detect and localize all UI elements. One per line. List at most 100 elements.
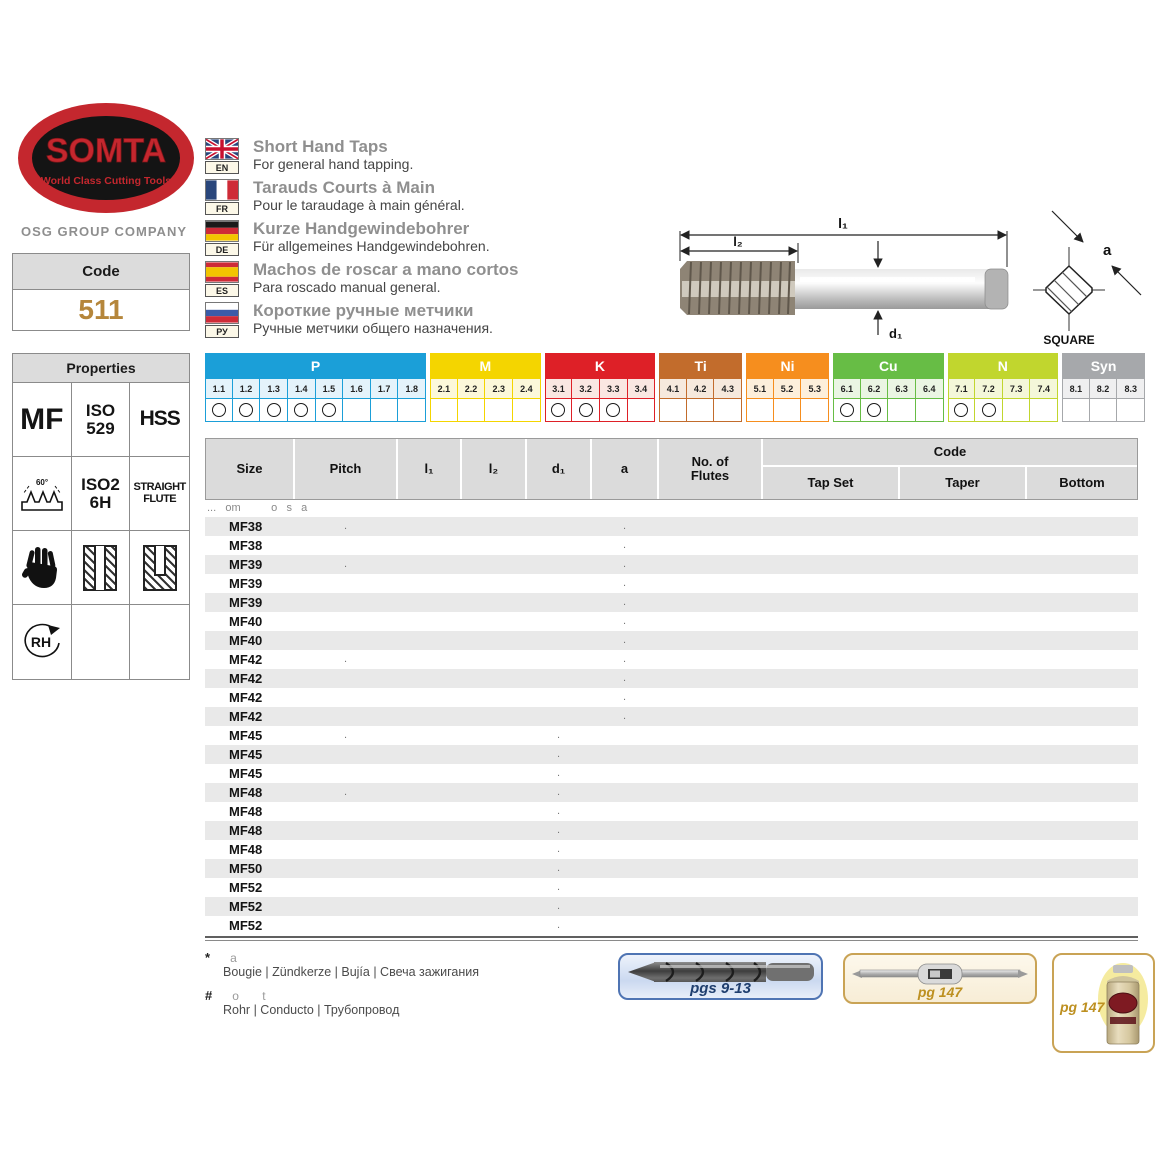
material-group-title: Ni — [746, 353, 829, 379]
table-cell-l1 — [397, 688, 461, 707]
table-cell-d1: . — [556, 919, 561, 931]
material-suitability-cell — [598, 399, 628, 422]
product-title: Machos de roscar a mano cortos — [253, 260, 519, 279]
table-cell-flutes — [658, 517, 762, 536]
table-cell-d1 — [526, 688, 591, 707]
table-cell-tap_set — [762, 859, 899, 878]
material-suitability-cell — [231, 399, 261, 422]
table-row: MF48. — [205, 840, 1138, 859]
table-cell-l2 — [461, 840, 526, 859]
material-suitability-cell — [259, 399, 288, 422]
table-cell-d1 — [526, 631, 591, 650]
table-cell-tap_set — [762, 707, 899, 726]
tap-wrench-icon — [852, 963, 1028, 985]
material-group-m: M 2.1 2.2 2.3 2.4 — [430, 353, 541, 422]
product-title: Kurze Handgewindebohrer — [253, 219, 470, 238]
table-cell-tap_set — [762, 536, 899, 555]
table-cell-l2 — [461, 859, 526, 878]
table-cell-pitch — [294, 688, 397, 707]
table-cell-taper — [899, 574, 1026, 593]
material-suitability-cell — [1029, 399, 1059, 422]
ref-tap-wrench-box[interactable]: pg 147 — [843, 953, 1037, 1004]
table-cell-l2 — [461, 745, 526, 764]
col-header-bottom: Bottom — [1027, 467, 1137, 499]
material-suitability-cell — [800, 399, 830, 422]
table-row: MF52. — [205, 916, 1138, 935]
table-cell-size: MF40 — [229, 614, 263, 629]
language-entry: ES Machos de roscar a mano cortos Para r… — [205, 261, 645, 302]
thread-type-mf-label: MF — [20, 402, 64, 436]
table-cell-l2 — [461, 764, 526, 783]
ref-drills-box[interactable]: pgs 9-13 — [618, 953, 823, 1000]
table-cell-pitch — [294, 669, 397, 688]
footnote-symbol: * — [205, 950, 211, 965]
table-cell-taper — [899, 859, 1026, 878]
table-cell-l1 — [397, 840, 461, 859]
material-class-number: 1.5 — [314, 379, 344, 399]
table-cell-a — [591, 859, 658, 878]
table-cell-l1 — [397, 821, 461, 840]
table-cell-bottom — [1026, 764, 1138, 783]
table-cell-l2 — [461, 574, 526, 593]
table-row: MF39.. — [205, 555, 1138, 574]
table-row: MF48. — [205, 802, 1138, 821]
material-class-number: 3.2 — [571, 379, 600, 399]
material-class-number: 7.3 — [1001, 379, 1031, 399]
table-cell-a: . — [622, 710, 627, 722]
table-cell-bottom — [1026, 688, 1138, 707]
material-suitability-cell — [571, 399, 600, 422]
table-cell-taper — [899, 688, 1026, 707]
table-cell-size: MF50 — [229, 861, 263, 876]
table-cell-size: MF39 — [229, 557, 263, 572]
size-table: Size Pitch l₁ l₂ d₁ a No. of Flutes Code… — [205, 438, 1138, 941]
table-cell-bottom — [1026, 631, 1138, 650]
table-cell-taper — [899, 555, 1026, 574]
empty-cell — [72, 605, 131, 679]
material-hss-label: HSS — [139, 407, 181, 431]
material-class-number: 1.8 — [397, 379, 427, 399]
footnote-entry: # o t Rohr | Conducto | Трубопровод — [205, 988, 625, 1018]
ref-cutting-fluid-page: pg 147 — [1060, 999, 1105, 1015]
table-cell-tap_set — [762, 745, 899, 764]
material-suitability-cell — [1088, 399, 1118, 422]
somta-logo-icon: SOMTA World Class Cutting Tools — [18, 103, 194, 213]
table-cell-taper — [899, 745, 1026, 764]
table-cell-l2 — [461, 707, 526, 726]
suitability-circle-icon — [954, 403, 969, 417]
table-cell-size: MF42 — [229, 709, 263, 724]
company-line: OSG GROUP COMPANY — [20, 224, 188, 239]
germany-flag-icon — [205, 220, 239, 242]
material-group-ni: Ni 5.1 5.2 5.3 — [746, 353, 830, 422]
material-class-number: 1.4 — [286, 379, 316, 399]
col-header-code: Code — [763, 439, 1137, 465]
table-cell-size: MF52 — [229, 918, 263, 933]
table-cell-a: . — [622, 653, 627, 665]
table-end-rule — [205, 936, 1138, 941]
table-cell-bottom — [1026, 574, 1138, 593]
table-cell-bottom — [1026, 916, 1138, 935]
table-cell-l2 — [461, 650, 526, 669]
ref-cutting-fluid-box[interactable]: pg 147 — [1052, 953, 1155, 1053]
table-row: MF42. — [205, 688, 1138, 707]
material-suitability-cell — [772, 399, 802, 422]
tap-shank — [795, 269, 991, 309]
table-cell-l1 — [397, 802, 461, 821]
table-cell-l1 — [397, 764, 461, 783]
material-class-number: 1.7 — [369, 379, 399, 399]
suitability-circle-icon — [294, 403, 309, 417]
table-cell-flutes — [658, 840, 762, 859]
language-entry: EN Short Hand Taps For general hand tapp… — [205, 138, 645, 179]
table-cell-flutes — [658, 821, 762, 840]
table-cell-l1 — [397, 745, 461, 764]
table-row: MF39. — [205, 593, 1138, 612]
table-cell-l2 — [461, 536, 526, 555]
material-suitability-cell — [314, 399, 344, 422]
material-group-title: Ti — [659, 353, 743, 379]
material-class-number: 3.3 — [598, 379, 628, 399]
straight-flute-label: STRAIGHT FLUTE — [133, 480, 187, 505]
language-code-badge: ES — [205, 284, 239, 297]
footnote-translations: Bougie | Zündkerze | Bujía | Свеча зажиг… — [223, 965, 479, 979]
material-suitability-cell — [1062, 399, 1090, 422]
table-cell-flutes — [658, 650, 762, 669]
material-class-number: 1.1 — [205, 379, 233, 399]
